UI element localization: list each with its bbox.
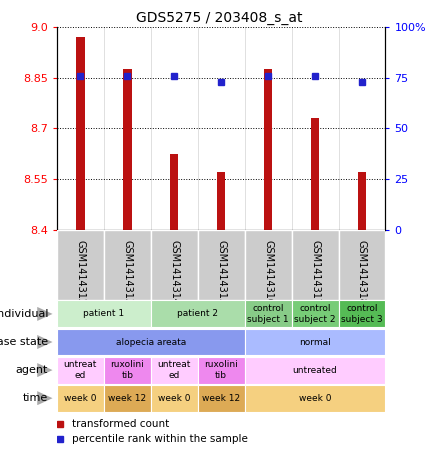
Text: patient 1: patient 1 [83,309,124,318]
Text: patient 2: patient 2 [177,309,218,318]
Bar [170,154,179,230]
Bar [292,230,339,300]
Text: alopecia areata: alopecia areata [116,337,186,347]
Bar [198,357,245,384]
Text: GSM1414313: GSM1414313 [122,240,132,305]
Bar [151,357,198,384]
Bar [104,357,151,384]
Bar [245,385,385,412]
Bar [76,37,85,230]
Bar [311,118,319,230]
Text: ruxolini
tib: ruxolini tib [204,361,238,380]
Bar [57,300,151,328]
Bar [217,172,226,230]
Bar [245,357,385,384]
Bar [198,385,245,412]
Bar [264,69,272,230]
Bar [151,230,198,300]
Bar [358,172,366,230]
Text: GSM1414318: GSM1414318 [357,240,367,305]
Text: untreat
ed: untreat ed [158,361,191,380]
Bar [151,300,245,328]
Bar [57,328,245,356]
Polygon shape [37,391,53,405]
Text: week 0: week 0 [64,394,97,403]
Text: GSM1414317: GSM1414317 [310,240,320,305]
Polygon shape [37,363,53,377]
Text: disease state: disease state [0,337,48,347]
Bar [292,300,339,328]
Bar [104,385,151,412]
Bar [57,230,104,300]
Text: control
subject 1: control subject 1 [247,304,289,323]
Text: untreated: untreated [293,366,337,375]
Text: time: time [23,393,48,403]
Bar [245,328,385,356]
Text: week 12: week 12 [202,394,240,403]
Text: control
subject 2: control subject 2 [294,304,336,323]
Bar [151,385,198,412]
Text: week 12: week 12 [108,394,146,403]
Bar [104,230,151,300]
Text: ruxolini
tib: ruxolini tib [110,361,144,380]
Text: control
subject 3: control subject 3 [341,304,383,323]
Text: percentile rank within the sample: percentile rank within the sample [72,434,247,444]
Bar [339,230,385,300]
Bar [339,300,385,328]
Text: GSM1414315: GSM1414315 [216,240,226,305]
Text: GDS5275 / 203408_s_at: GDS5275 / 203408_s_at [136,11,302,25]
Bar [57,357,104,384]
Text: untreat
ed: untreat ed [64,361,97,380]
Text: agent: agent [16,365,48,375]
Bar [198,230,245,300]
Text: normal: normal [299,337,331,347]
Polygon shape [37,307,53,321]
Text: individual: individual [0,309,48,319]
Bar [123,69,131,230]
Bar [57,385,104,412]
Text: week 0: week 0 [158,394,191,403]
Text: GSM1414312: GSM1414312 [75,240,85,305]
Text: week 0: week 0 [299,394,331,403]
Text: GSM1414316: GSM1414316 [263,240,273,305]
Bar [245,230,292,300]
Bar [245,300,292,328]
Text: transformed count: transformed count [72,419,169,429]
Polygon shape [37,335,53,349]
Text: GSM1414314: GSM1414314 [169,240,179,305]
